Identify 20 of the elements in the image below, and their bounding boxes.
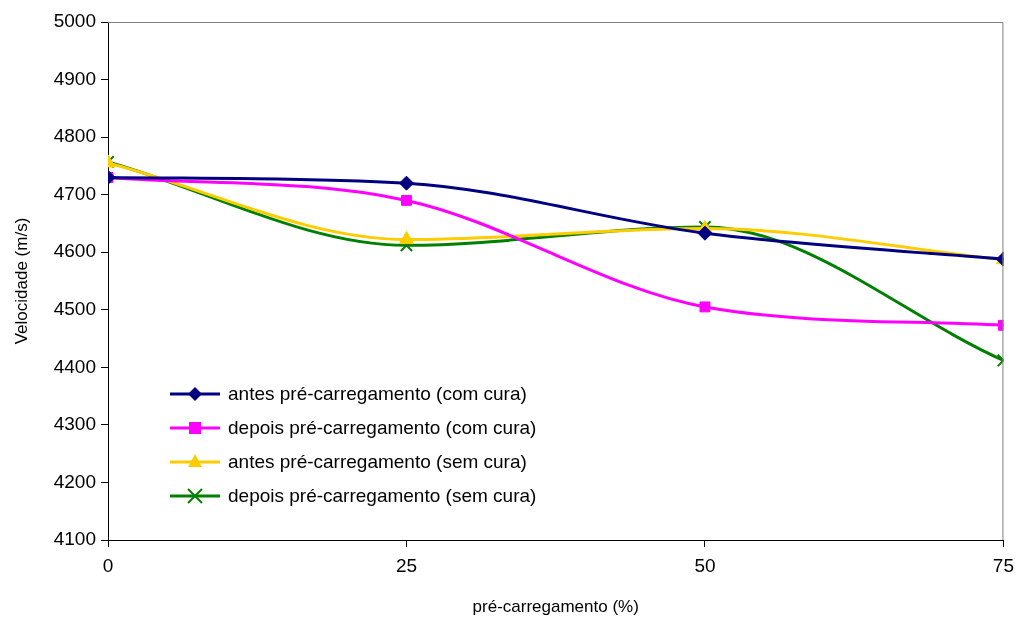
legend-label: antes pré-carregamento (sem cura) bbox=[228, 451, 527, 473]
x-tick-label: 75 bbox=[992, 554, 1014, 576]
y-tick-label: 4700 bbox=[53, 182, 96, 204]
x-axis-title: pré-carregamento (%) bbox=[472, 597, 639, 617]
y-tick-label: 4100 bbox=[53, 528, 96, 550]
y-axis-title: Velocidade (m/s) bbox=[11, 217, 31, 345]
y-tick-label: 5000 bbox=[53, 10, 96, 32]
y-tick-label: 4500 bbox=[53, 298, 96, 320]
y-tick-label: 4200 bbox=[53, 470, 96, 492]
legend-label: antes pré-carregamento (com cura) bbox=[228, 383, 527, 405]
y-tick-label: 4600 bbox=[53, 240, 96, 262]
legend-label: depois pré-carregamento (com cura) bbox=[228, 417, 537, 439]
y-tick-label: 4300 bbox=[53, 413, 96, 435]
x-tick-label: 0 bbox=[102, 554, 114, 576]
y-tick-label: 4900 bbox=[53, 67, 96, 89]
y-tick-label: 4400 bbox=[53, 355, 96, 377]
x-tick-label: 50 bbox=[694, 554, 716, 576]
legend-label: depois pré-carregamento (sem cura) bbox=[228, 485, 537, 507]
y-tick-label: 4800 bbox=[53, 125, 96, 147]
x-tick-label: 25 bbox=[395, 554, 418, 576]
